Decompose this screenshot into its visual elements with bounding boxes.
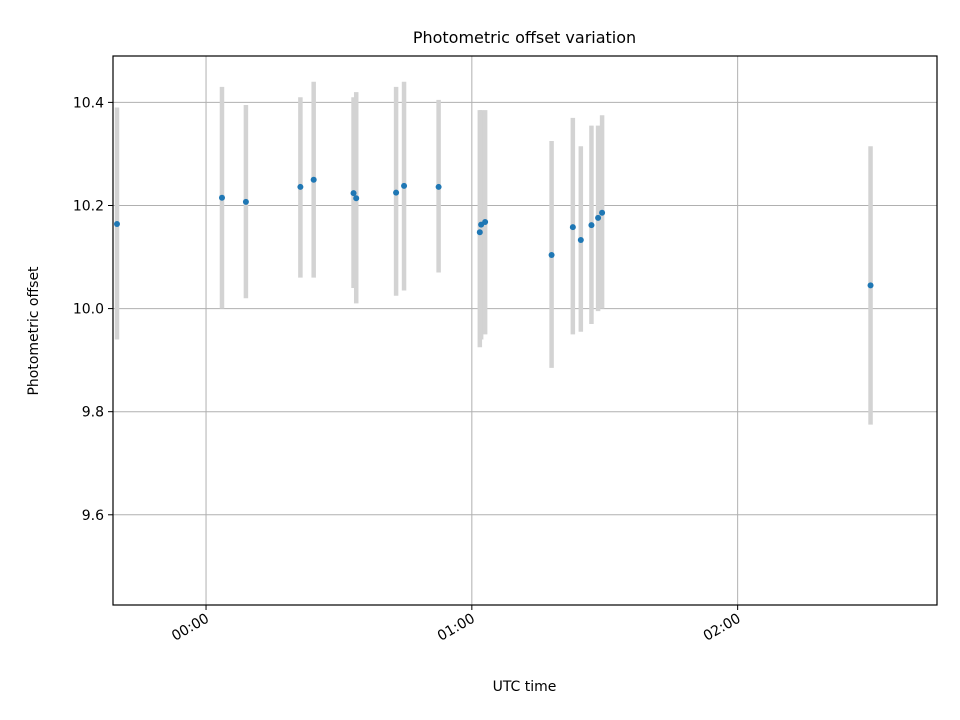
data-point bbox=[113, 221, 120, 228]
gridlines bbox=[113, 56, 937, 605]
data-point bbox=[310, 176, 317, 183]
data-point bbox=[599, 209, 606, 216]
data-point bbox=[577, 237, 584, 244]
y-tick-label: 9.8 bbox=[82, 405, 104, 421]
chart-title: Photometric offset variation bbox=[413, 28, 636, 47]
data-point bbox=[350, 190, 357, 197]
y-axis-label: Photometric offset bbox=[26, 266, 42, 396]
data-point bbox=[476, 229, 483, 236]
x-axis-label: UTC time bbox=[493, 679, 557, 695]
data-point bbox=[435, 183, 442, 190]
data-point bbox=[401, 182, 408, 189]
data-point bbox=[482, 218, 489, 225]
data-point bbox=[595, 214, 602, 221]
y-tick-label: 10.4 bbox=[73, 95, 104, 111]
y-tick-label: 10.0 bbox=[73, 302, 104, 318]
data-point bbox=[297, 183, 304, 190]
data-point bbox=[242, 198, 249, 205]
data-point bbox=[353, 195, 360, 202]
y-axis-ticks: 9.6 9.8 10.0 10.2 10.4 bbox=[73, 95, 113, 524]
data-point bbox=[218, 194, 225, 201]
data-point bbox=[393, 189, 400, 196]
data-points bbox=[113, 176, 874, 289]
data-point bbox=[588, 222, 595, 229]
data-point bbox=[548, 251, 555, 258]
data-point bbox=[569, 224, 576, 231]
data-point bbox=[867, 282, 874, 289]
y-tick-label: 9.6 bbox=[82, 508, 104, 524]
plot-frame bbox=[112, 55, 938, 606]
y-tick-label: 10.2 bbox=[73, 198, 104, 214]
